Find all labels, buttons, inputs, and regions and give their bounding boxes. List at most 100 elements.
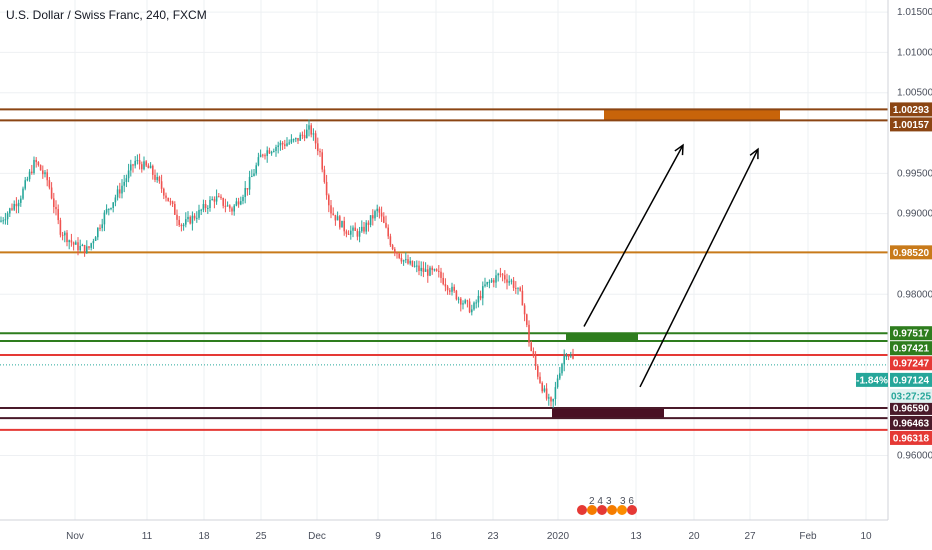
candle-body [526, 314, 528, 325]
candle-body [385, 222, 387, 228]
candle-body [174, 204, 176, 215]
event-flag-icon[interactable] [577, 505, 587, 515]
event-flag-icon[interactable] [627, 505, 637, 515]
candle-body [211, 199, 213, 201]
candle-body [374, 211, 376, 219]
candle-body [545, 388, 548, 399]
candle-body [222, 198, 224, 206]
event-flag-icon[interactable] [587, 505, 597, 515]
candle-body [103, 212, 106, 225]
time-tick-label: Dec [308, 531, 326, 542]
candle-body [361, 226, 363, 232]
candle-body [497, 273, 499, 276]
candle-body [389, 236, 392, 246]
grid-lines [0, 0, 888, 520]
candle-body [438, 270, 440, 272]
candle-body [290, 139, 293, 143]
candle-body [147, 165, 150, 169]
candle-body [83, 244, 86, 253]
candle-body [9, 208, 11, 214]
candle-body [196, 217, 198, 219]
candle-body [53, 198, 55, 207]
candle-body [365, 222, 367, 232]
time-tick-label: 25 [255, 531, 267, 542]
candle-body [191, 215, 194, 224]
candle-body [319, 151, 321, 153]
candle-body [187, 216, 189, 220]
candle-body [253, 173, 255, 176]
candle-body [506, 279, 508, 283]
candle-body [317, 143, 319, 152]
candle-body [429, 267, 431, 276]
candles-layer [0, 119, 574, 408]
change-badge-bg [856, 372, 888, 387]
candle-body [136, 160, 139, 162]
candle-body [295, 137, 297, 140]
candle-body [561, 364, 563, 374]
candle-body [530, 342, 532, 352]
candle-body [158, 176, 161, 182]
level-price-tag-bg [890, 415, 932, 430]
candle-body [455, 290, 458, 300]
candle-body [457, 298, 460, 300]
candle-body [132, 164, 134, 166]
candle-body [451, 286, 453, 292]
candle-body [449, 290, 451, 292]
candle-body [508, 281, 510, 283]
candle-body [114, 197, 117, 203]
candle-body [301, 134, 304, 136]
candle-body [380, 212, 383, 217]
candle-body [242, 196, 244, 202]
candle-body [334, 214, 337, 221]
candle-body [517, 287, 519, 289]
candle-body [559, 373, 561, 379]
candle-body [185, 219, 187, 225]
candle-body [6, 213, 9, 220]
candle-body [387, 227, 389, 237]
price-axis[interactable]: 1.01500 1.01000 1.00500 0.99500 0.99000 0.980… [897, 7, 932, 461]
candle-body [477, 295, 480, 303]
event-flag-icon[interactable] [617, 505, 627, 515]
candle-body [367, 222, 370, 225]
candle-body [251, 175, 253, 177]
candle-body [163, 188, 165, 196]
candle-body [378, 208, 381, 213]
candle-body [123, 181, 125, 186]
candle-body [345, 231, 348, 234]
candle-body [218, 196, 220, 198]
event-flag-icon[interactable] [597, 505, 607, 515]
economic-events[interactable]: 2 4 3 3 6 [577, 496, 637, 515]
arrow-head-icon [749, 147, 759, 160]
candle-body [407, 259, 409, 264]
candle-body [77, 242, 79, 251]
candle-body [427, 269, 429, 276]
candle-body [565, 355, 568, 357]
candle-body [26, 179, 29, 181]
event-flag-icon[interactable] [607, 505, 617, 515]
candle-body [339, 216, 341, 228]
candle-body [240, 201, 242, 205]
candle-body [207, 207, 209, 209]
candle-body [72, 242, 75, 245]
candle-body [110, 208, 112, 210]
candle-body [112, 202, 114, 209]
candle-body [160, 181, 163, 189]
level-price-tag-bg [890, 102, 932, 117]
candle-body [493, 280, 495, 283]
candle-body [354, 227, 356, 231]
time-tick-label: 10 [860, 531, 872, 542]
candle-body [200, 209, 202, 211]
candle-body [50, 187, 53, 199]
time-tick-label: 9 [375, 531, 381, 542]
candle-body [193, 215, 196, 219]
candle-body [108, 208, 110, 210]
candle-body [99, 227, 101, 229]
candle-body [398, 253, 400, 258]
candle-body [299, 134, 301, 141]
candle-body [314, 133, 317, 144]
candle-body [237, 201, 240, 205]
candle-body [330, 205, 332, 214]
time-axis[interactable]: Nov 11 18 25 Dec 9 16 23 2020 13 20 27 Feb 10 [66, 531, 872, 542]
candle-body [523, 305, 526, 315]
